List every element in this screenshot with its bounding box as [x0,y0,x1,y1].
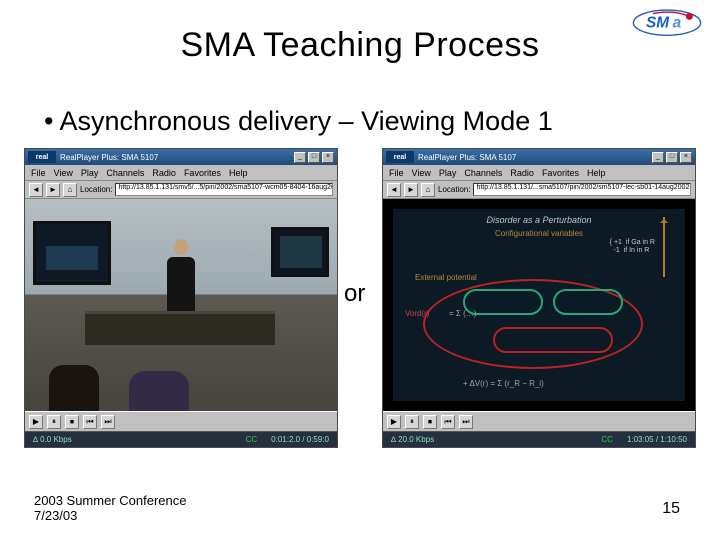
bitrate: ∆ 0.0 Kbps [29,435,76,444]
fwd-button[interactable]: ► [404,183,418,197]
status-bar: ∆ 20.0 Kbps CC 1:03:05 / 1:10:50 [383,431,695,447]
desk [85,311,275,345]
play-button[interactable]: ▶ [387,415,401,429]
location-label: Location: [80,185,112,194]
bullet-text: • Asynchronous delivery – Viewing Mode 1 [44,106,553,137]
home-button[interactable]: ⌂ [421,183,435,197]
fwd-button[interactable]: ► [46,183,60,197]
brand-icon: real [28,151,56,163]
location-bar: ◄ ► ⌂ Location: http://13.85.1.131/smv5/… [25,181,337,199]
minimize-button[interactable]: _ [652,152,664,163]
ellipse-inner-3 [493,327,613,353]
video-pane[interactable]: Disorder as a Perturbation Configuration… [383,199,695,411]
status-bar: ∆ 0.0 Kbps CC 0:01:2.0 / 0:59:0 [25,431,337,447]
slide-title: SMA Teaching Process [0,26,720,65]
classroom-content [25,199,337,411]
matrix-text: { +1 if Ga in R -1 if In in R [610,239,655,256]
minimize-button[interactable]: _ [294,152,306,163]
cc-indicator: CC [597,435,617,444]
menu-channels[interactable]: Channels [464,168,502,178]
menu-favorites[interactable]: Favorites [542,168,579,178]
window-title: RealPlayer Plus: SMA 5107 [60,153,292,162]
play-button[interactable]: ▶ [29,415,43,429]
lecturer [167,239,195,315]
menu-view[interactable]: View [54,168,73,178]
menu-channels[interactable]: Channels [106,168,144,178]
pause-button[interactable]: ⏸ [47,415,61,429]
menu-help[interactable]: Help [229,168,248,178]
menu-favorites[interactable]: Favorites [184,168,221,178]
bitrate: ∆ 20.0 Kbps [387,435,438,444]
delta-label: + ΔV(r) = Σ (r_R − R_i) [463,379,544,388]
location-input[interactable]: http://13.85.1.131/...sma5107/pin/2002/s… [473,183,691,196]
audience [25,353,337,411]
next-button[interactable]: ⏭ [459,415,473,429]
menu-bar: File View Play Channels Radio Favorites … [25,165,337,181]
footer-left: 2003 Summer Conference 7/23/03 [34,493,186,524]
presentation-slide: SM a SMA Teaching Process • Asynchronous… [0,0,720,540]
window-title: RealPlayer Plus: SMA 5107 [418,153,650,162]
home-button[interactable]: ⌂ [63,183,77,197]
titlebar: real RealPlayer Plus: SMA 5107 _ □ × [25,149,337,165]
footer-line1: 2003 Summer Conference [34,493,186,509]
back-button[interactable]: ◄ [387,183,401,197]
menu-radio[interactable]: Radio [510,168,534,178]
page-number: 15 [662,500,680,518]
menu-file[interactable]: File [31,168,46,178]
menu-play[interactable]: Play [439,168,457,178]
media-player-left: real RealPlayer Plus: SMA 5107 _ □ × Fil… [24,148,338,448]
footer-line2: 7/23/03 [34,508,186,524]
slide-subheading: Configurational variables [403,229,675,238]
menu-view[interactable]: View [412,168,431,178]
stop-button[interactable]: ⏹ [65,415,79,429]
titlebar: real RealPlayer Plus: SMA 5107 _ □ × [383,149,695,165]
stop-button[interactable]: ⏹ [423,415,437,429]
or-text: or [344,280,365,308]
prev-button[interactable]: ⏮ [83,415,97,429]
brand-icon: real [386,151,414,163]
close-button[interactable]: × [322,152,334,163]
video-pane[interactable] [25,199,337,411]
location-label: Location: [438,185,470,194]
sum-label: = Σ (…) [449,309,476,318]
control-bar: ▶ ⏸ ⏹ ⏮ ⏭ [383,411,695,431]
slide-heading: Disorder as a Perturbation [403,215,675,225]
projector-screen-left [33,221,111,285]
next-button[interactable]: ⏭ [101,415,115,429]
projector-screen-right [271,227,329,277]
location-bar: ◄ ► ⌂ Location: http://13.85.1.131/...sm… [383,181,695,199]
menu-bar: File View Play Channels Radio Favorites … [383,165,695,181]
time-display: 0:01:2.0 / 0:59:0 [267,435,333,444]
menu-file[interactable]: File [389,168,404,178]
time-display: 1:03:05 / 1:10:50 [623,435,691,444]
maximize-button[interactable]: □ [308,152,320,163]
maximize-button[interactable]: □ [666,152,678,163]
back-button[interactable]: ◄ [29,183,43,197]
control-bar: ▶ ⏸ ⏹ ⏮ ⏭ [25,411,337,431]
cc-indicator: CC [242,435,262,444]
lecture-slide-content: Disorder as a Perturbation Configuration… [393,209,685,401]
close-button[interactable]: × [680,152,692,163]
vord-label: Vord(r) [405,309,429,318]
menu-radio[interactable]: Radio [152,168,176,178]
location-input[interactable]: http://13.85.1.131/smv5/...5/pin/2002/sm… [115,183,333,196]
media-player-right: real RealPlayer Plus: SMA 5107 _ □ × Fil… [382,148,696,448]
prev-button[interactable]: ⏮ [441,415,455,429]
menu-play[interactable]: Play [81,168,99,178]
menu-help[interactable]: Help [587,168,606,178]
ellipse-inner-2 [553,289,623,315]
ext-potential-label: External potential [415,273,477,282]
pause-button[interactable]: ⏸ [405,415,419,429]
